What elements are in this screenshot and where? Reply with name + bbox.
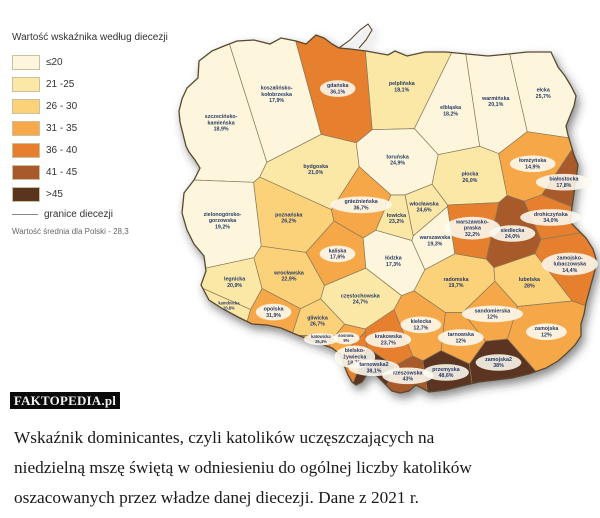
svg-text:kołobrzeska: kołobrzeska xyxy=(261,92,292,98)
svg-text:drohiczyńska: drohiczyńska xyxy=(534,212,568,218)
svg-text:łódzka: łódzka xyxy=(385,256,402,262)
svg-text:gliwicka: gliwicka xyxy=(307,315,328,321)
svg-text:gorzowska: gorzowska xyxy=(209,218,236,224)
svg-text:24,0%: 24,0% xyxy=(505,234,520,240)
svg-text:kamieńska: kamieńska xyxy=(208,120,235,126)
svg-text:38,1%: 38,1% xyxy=(366,369,381,375)
svg-text:kielecka: kielecka xyxy=(411,319,432,325)
svg-text:26,4%: 26,4% xyxy=(315,339,327,344)
svg-text:białostocka: białostocka xyxy=(549,177,578,183)
svg-text:koszalińsko-: koszalińsko- xyxy=(261,86,293,92)
svg-text:23,7%: 23,7% xyxy=(381,340,396,346)
svg-text:zamojsko-: zamojsko- xyxy=(557,255,583,261)
svg-text:radomska: radomska xyxy=(443,277,468,283)
svg-text:poznańska: poznańska xyxy=(275,212,302,218)
svg-text:ełcka: ełcka xyxy=(537,88,550,94)
svg-text:20,1%: 20,1% xyxy=(488,102,503,108)
svg-text:24,9%: 24,9% xyxy=(390,161,405,167)
svg-text:krakowska: krakowska xyxy=(375,334,402,340)
svg-text:26,7%: 26,7% xyxy=(310,322,325,328)
svg-text:9%: 9% xyxy=(343,338,349,343)
svg-text:gnieźnieńska: gnieźnieńska xyxy=(344,199,377,205)
svg-text:12%: 12% xyxy=(487,315,498,321)
svg-text:kaliska: kaliska xyxy=(329,248,347,254)
svg-text:25,7%: 25,7% xyxy=(536,94,551,100)
svg-text:tarnowska2: tarnowska2 xyxy=(359,362,388,368)
svg-text:warszawska: warszawska xyxy=(419,235,451,241)
svg-text:18,2%: 18,2% xyxy=(443,111,458,117)
svg-text:lubaczowska: lubaczowska xyxy=(553,262,586,268)
svg-text:przemyska: przemyska xyxy=(432,367,459,373)
svg-text:tarnowska: tarnowska xyxy=(448,332,474,338)
svg-text:36,1%: 36,1% xyxy=(330,89,345,95)
svg-text:34,0%: 34,0% xyxy=(543,218,558,224)
svg-text:14,4%: 14,4% xyxy=(562,268,577,274)
svg-text:sandomierska: sandomierska xyxy=(475,308,511,314)
svg-text:20,8%: 20,8% xyxy=(223,305,235,310)
svg-text:26,0%: 26,0% xyxy=(462,178,477,184)
svg-text:bydgoska: bydgoska xyxy=(303,164,328,170)
svg-text:38%: 38% xyxy=(493,363,504,369)
svg-text:12,7%: 12,7% xyxy=(413,326,428,332)
svg-text:lubelska: lubelska xyxy=(519,277,540,283)
svg-text:36,7%: 36,7% xyxy=(354,206,369,212)
svg-text:43%: 43% xyxy=(402,377,413,383)
svg-text:12%: 12% xyxy=(541,333,552,339)
svg-text:gdańska: gdańska xyxy=(327,83,349,89)
svg-text:17,9%: 17,9% xyxy=(269,98,284,104)
svg-text:18,1%: 18,1% xyxy=(394,87,409,93)
svg-text:17,8%: 17,8% xyxy=(556,183,571,189)
svg-text:zamojska: zamojska xyxy=(534,326,558,332)
svg-text:rzeszowska: rzeszowska xyxy=(393,370,422,376)
svg-text:łomżyńska: łomżyńska xyxy=(519,158,546,164)
svg-text:zielonogórsko-: zielonogórsko- xyxy=(204,212,242,218)
svg-text:szczecińsko-: szczecińsko- xyxy=(205,114,238,120)
svg-text:częstochowska: częstochowska xyxy=(341,293,380,299)
svg-text:łowicka: łowicka xyxy=(387,213,406,219)
svg-text:32,2%: 32,2% xyxy=(465,232,480,238)
svg-text:elbląska: elbląska xyxy=(440,105,461,111)
svg-text:warmińska: warmińska xyxy=(481,96,509,102)
svg-text:19,3%: 19,3% xyxy=(427,241,442,247)
svg-text:wrocławska: wrocławska xyxy=(273,270,304,276)
svg-text:22,9%: 22,9% xyxy=(281,277,296,283)
svg-text:28%: 28% xyxy=(524,283,535,289)
svg-text:zamojska2: zamojska2 xyxy=(485,357,512,363)
svg-text:pelplińska: pelplińska xyxy=(389,81,415,87)
svg-text:24,7%: 24,7% xyxy=(353,300,368,306)
svg-text:opolska: opolska xyxy=(264,307,284,313)
svg-text:26,2%: 26,2% xyxy=(281,219,296,225)
svg-text:toruńska: toruńska xyxy=(386,154,408,160)
svg-text:23,2%: 23,2% xyxy=(389,219,404,225)
svg-text:19,2%: 19,2% xyxy=(215,225,230,231)
svg-text:warszawsko-: warszawsko- xyxy=(455,219,489,225)
svg-text:31,9%: 31,9% xyxy=(266,313,281,319)
svg-text:24,6%: 24,6% xyxy=(417,208,432,214)
svg-text:12%: 12% xyxy=(455,338,466,344)
svg-text:14,9%: 14,9% xyxy=(525,165,540,171)
svg-text:20,9%: 20,9% xyxy=(227,283,242,289)
svg-text:21,0%: 21,0% xyxy=(308,170,323,176)
svg-text:legnicka: legnicka xyxy=(224,277,245,283)
svg-text:48,6%: 48,6% xyxy=(438,373,453,379)
svg-text:17,6%: 17,6% xyxy=(330,255,345,261)
svg-text:19,7%: 19,7% xyxy=(448,283,463,289)
svg-text:włocławska: włocławska xyxy=(409,201,439,207)
svg-text:17,3%: 17,3% xyxy=(386,262,401,268)
svg-text:praska: praska xyxy=(464,226,481,232)
svg-text:18,9%: 18,9% xyxy=(214,127,229,133)
svg-text:żywiecka: żywiecka xyxy=(343,354,366,360)
svg-text:siedlecka: siedlecka xyxy=(500,228,524,234)
svg-text:płocka: płocka xyxy=(462,172,479,178)
svg-text:bielsko-: bielsko- xyxy=(345,348,365,354)
